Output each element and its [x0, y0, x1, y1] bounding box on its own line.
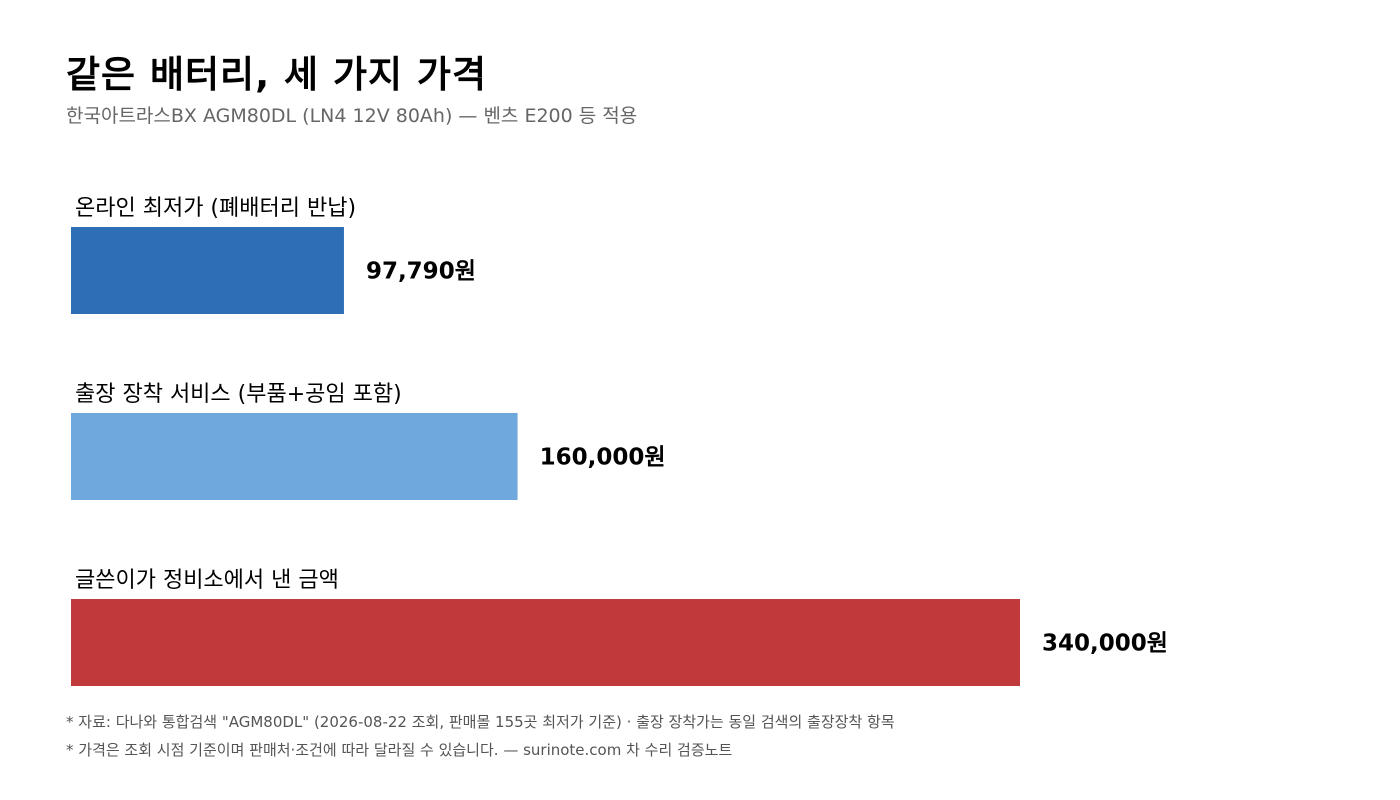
value-label: 340,000원	[1042, 631, 1168, 657]
category-label: 출장 장착 서비스 (부품+공임 포함)	[75, 382, 402, 407]
bar	[71, 227, 344, 314]
value-label: 97,790원	[366, 259, 476, 285]
category-label: 글쓴이가 정비소에서 낸 금액	[75, 568, 339, 593]
value-label: 160,000원	[540, 445, 666, 471]
chart-subtitle: 한국아트라스BX AGM80DL (LN4 12V 80Ah) — 벤츠 E20…	[66, 105, 638, 127]
bar	[71, 413, 518, 500]
chart-title: 같은 배터리, 세 가지 가격	[66, 53, 487, 96]
footnote-disclaimer: * 가격은 조회 시점 기준이며 판매처·조건에 따라 달라질 수 있습니다. …	[66, 741, 733, 759]
bar	[71, 599, 1020, 686]
footnote-source: * 자료: 다나와 통합검색 "AGM80DL" (2026-08-22 조회,…	[66, 713, 895, 731]
category-label: 온라인 최저가 (폐배터리 반납)	[75, 196, 356, 221]
